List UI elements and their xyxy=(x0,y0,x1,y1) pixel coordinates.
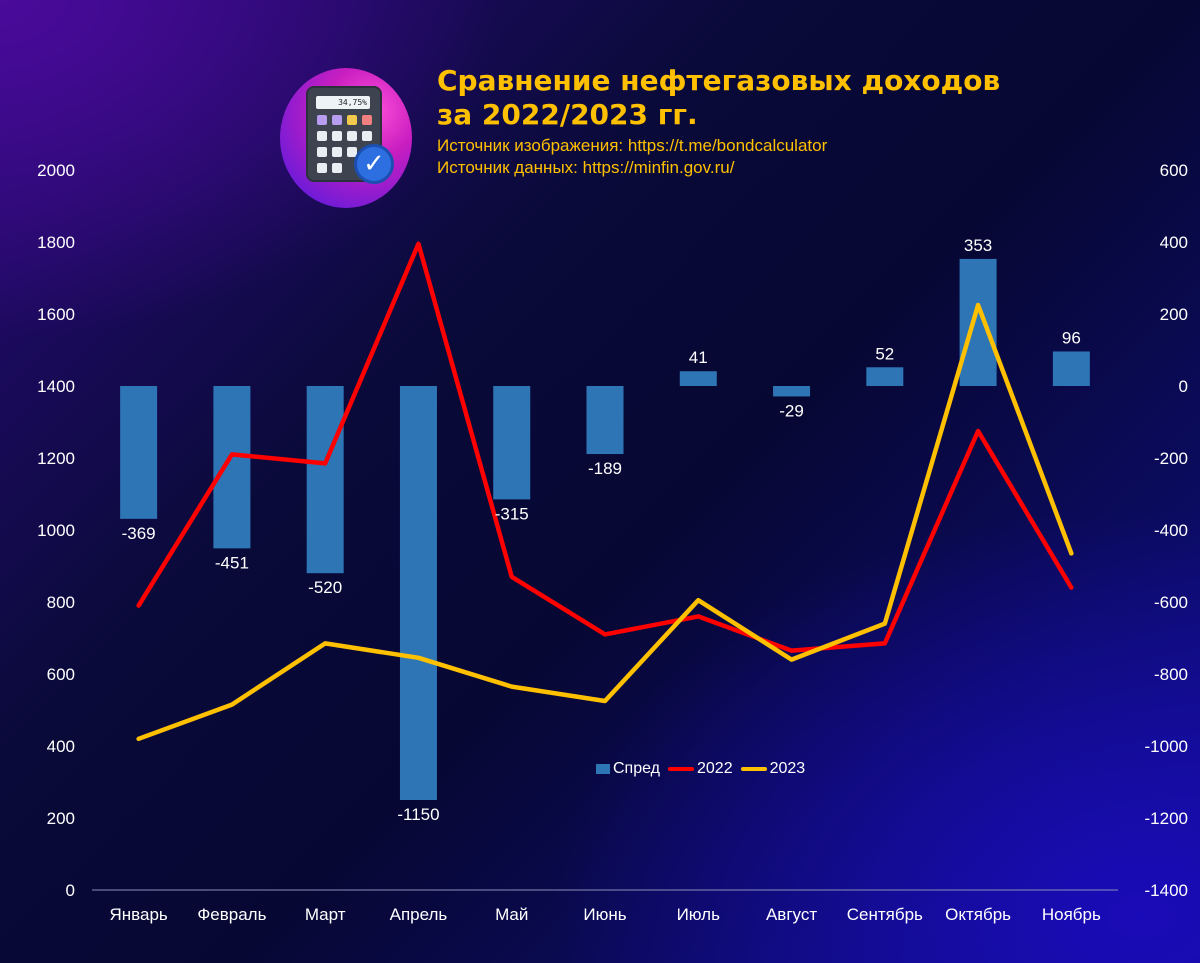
left-axis-tick: 800 xyxy=(47,593,75,612)
bar-spread xyxy=(866,367,904,386)
calculator-key xyxy=(317,131,327,141)
calculator-key xyxy=(317,163,327,173)
bar-spread xyxy=(120,386,158,519)
left-axis-tick: 1600 xyxy=(37,305,75,324)
x-axis-tick: Май xyxy=(495,905,528,924)
calculator-key xyxy=(332,163,342,173)
bar-spread-label: -520 xyxy=(308,578,342,597)
left-axis-tick: 200 xyxy=(47,809,75,828)
right-axis-tick: 0 xyxy=(1179,377,1188,396)
line-2023 xyxy=(136,302,1074,742)
bar-spread-label: 41 xyxy=(689,348,708,367)
data-source: Источник данных: https://minfin.gov.ru/ xyxy=(437,158,735,177)
calculator-key xyxy=(347,131,357,141)
left-axis-tick: 1800 xyxy=(37,233,75,252)
right-axis-tick: -1200 xyxy=(1145,809,1188,828)
bar-spread-label: 96 xyxy=(1062,328,1081,347)
right-axis-tick: -200 xyxy=(1154,449,1188,468)
left-axis-tick: 0 xyxy=(66,881,75,900)
left-axis-tick: 400 xyxy=(47,737,75,756)
x-axis-tick: Февраль xyxy=(197,905,266,924)
right-axis-tick: 400 xyxy=(1160,233,1188,252)
legend-item-2022: 2022 xyxy=(668,760,733,778)
bar-spread xyxy=(773,386,811,397)
legend: Спред 2022 2023 xyxy=(596,760,805,778)
legend-swatch-spread xyxy=(596,764,610,774)
calculator-key xyxy=(362,131,372,141)
bar-spread xyxy=(586,386,624,455)
bar-spread-label: 52 xyxy=(875,344,894,363)
right-axis-tick: -800 xyxy=(1154,665,1188,684)
calculator-key xyxy=(347,147,357,157)
left-axis-tick: 1000 xyxy=(37,521,75,540)
right-axis-tick: -600 xyxy=(1154,593,1188,612)
calculator-key xyxy=(362,115,372,125)
image-source: Источник изображения: https://t.me/bondc… xyxy=(437,136,828,155)
right-axis-tick: 200 xyxy=(1160,305,1188,324)
x-axis-tick: Март xyxy=(305,905,346,924)
bar-spread-label: -451 xyxy=(215,553,249,572)
x-axis-tick: Октябрь xyxy=(945,905,1011,924)
x-axis-tick: Июнь xyxy=(583,905,626,924)
title-line-1: Сравнение нефтегазовых доходов xyxy=(437,64,1001,97)
x-axis-tick: Апрель xyxy=(390,905,448,924)
bar-spread-label: 353 xyxy=(964,236,992,255)
legend-item-spread: Спред xyxy=(596,760,660,778)
legend-swatch-2023 xyxy=(740,767,767,771)
right-axis-tick: -1400 xyxy=(1145,881,1188,900)
right-axis-tick: -1000 xyxy=(1145,737,1188,756)
calculator-key xyxy=(332,131,342,141)
left-axis-tick: 2000 xyxy=(37,161,75,180)
x-axis-tick: Ноябрь xyxy=(1042,905,1101,924)
x-axis-tick: Июль xyxy=(677,905,721,924)
left-axis-tick: 1200 xyxy=(37,449,75,468)
bar-spread xyxy=(959,258,997,386)
x-axis-tick: Август xyxy=(766,905,817,924)
calculator-key xyxy=(317,147,327,157)
calculator-key xyxy=(347,115,357,125)
calculator-key xyxy=(332,147,342,157)
x-axis-tick: Январь xyxy=(109,905,167,924)
bar-spread xyxy=(679,371,717,386)
bar-spread-label: -315 xyxy=(495,504,529,523)
bar-spread xyxy=(493,386,531,500)
calculator-key xyxy=(317,115,327,125)
legend-item-2023: 2023 xyxy=(740,760,805,778)
bar-spread-label: -369 xyxy=(122,524,156,543)
bar-spread xyxy=(213,386,251,549)
left-axis-tick: 600 xyxy=(47,665,75,684)
right-axis-tick: -400 xyxy=(1154,521,1188,540)
chart-title: Сравнение нефтегазовых доходов за 2022/2… xyxy=(437,64,1000,132)
check-badge-icon: ✓ xyxy=(354,144,394,184)
right-axis-tick: 600 xyxy=(1160,161,1188,180)
x-axis-tick: Сентябрь xyxy=(847,905,923,924)
left-axis-tick: 1400 xyxy=(37,377,75,396)
bar-spread xyxy=(306,386,344,574)
bar-spread-label: -1150 xyxy=(397,805,439,824)
calculator-icon: 34,75% xyxy=(306,86,382,182)
title-line-2: за 2022/2023 гг. xyxy=(437,98,698,131)
bar-spread-label: -189 xyxy=(588,459,622,478)
calculator-screen: 34,75% xyxy=(316,96,370,109)
calculator-key xyxy=(332,115,342,125)
bar-spread xyxy=(1052,351,1090,386)
bar-spread xyxy=(399,386,437,800)
legend-swatch-2022 xyxy=(668,767,694,771)
bar-spread-label: -29 xyxy=(779,401,804,420)
